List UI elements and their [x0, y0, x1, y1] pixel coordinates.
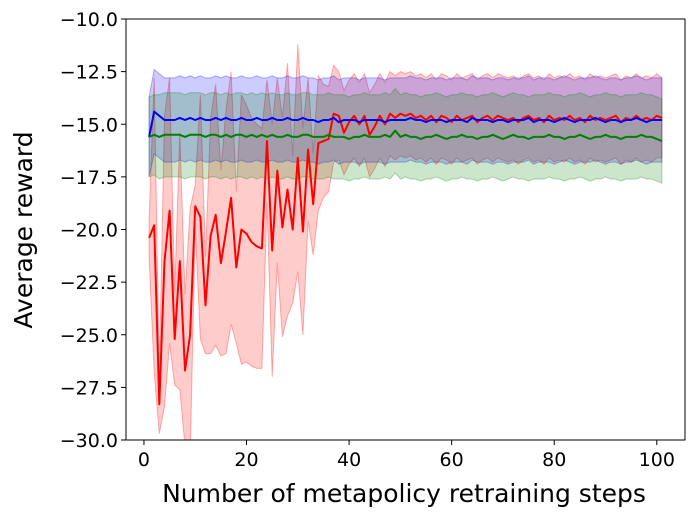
y-tick-label: −27.5 [60, 377, 118, 399]
series-line-3 [148, 129, 663, 143]
x-tick-label: 0 [138, 449, 150, 471]
x-axis-ticks: 0 20 40 60 80 100 [138, 440, 675, 471]
y-tick-label: −17.5 [60, 167, 118, 189]
series-band-1 [148, 44, 663, 440]
x-tick-label: 40 [337, 449, 361, 471]
y-tick-label: −30.0 [60, 430, 118, 452]
series-line-2 [148, 110, 662, 138]
x-tick-label: 60 [440, 449, 464, 471]
y-axis-ticks: −30.0 −27.5 −25.0 −22.5 −20.0 −17.5 −15.0 −12.5… [60, 9, 126, 452]
series-lines [148, 110, 663, 406]
confidence-bands [148, 44, 663, 440]
x-tick-label: 100 [639, 449, 675, 471]
series-line-1 [148, 112, 663, 406]
x-tick-label: 20 [234, 449, 258, 471]
y-axis-label: Average reward [9, 131, 38, 328]
y-tick-label: −12.5 [60, 62, 118, 84]
y-tick-label: −20.0 [60, 220, 118, 242]
y-tick-label: −25.0 [60, 325, 118, 347]
y-tick-label: −10.0 [60, 9, 118, 31]
y-tick-label: −22.5 [60, 272, 118, 294]
x-axis-label: Number of metapolicy retraining steps [162, 479, 646, 508]
y-tick-label: −15.0 [60, 114, 118, 136]
x-tick-label: 80 [542, 449, 566, 471]
